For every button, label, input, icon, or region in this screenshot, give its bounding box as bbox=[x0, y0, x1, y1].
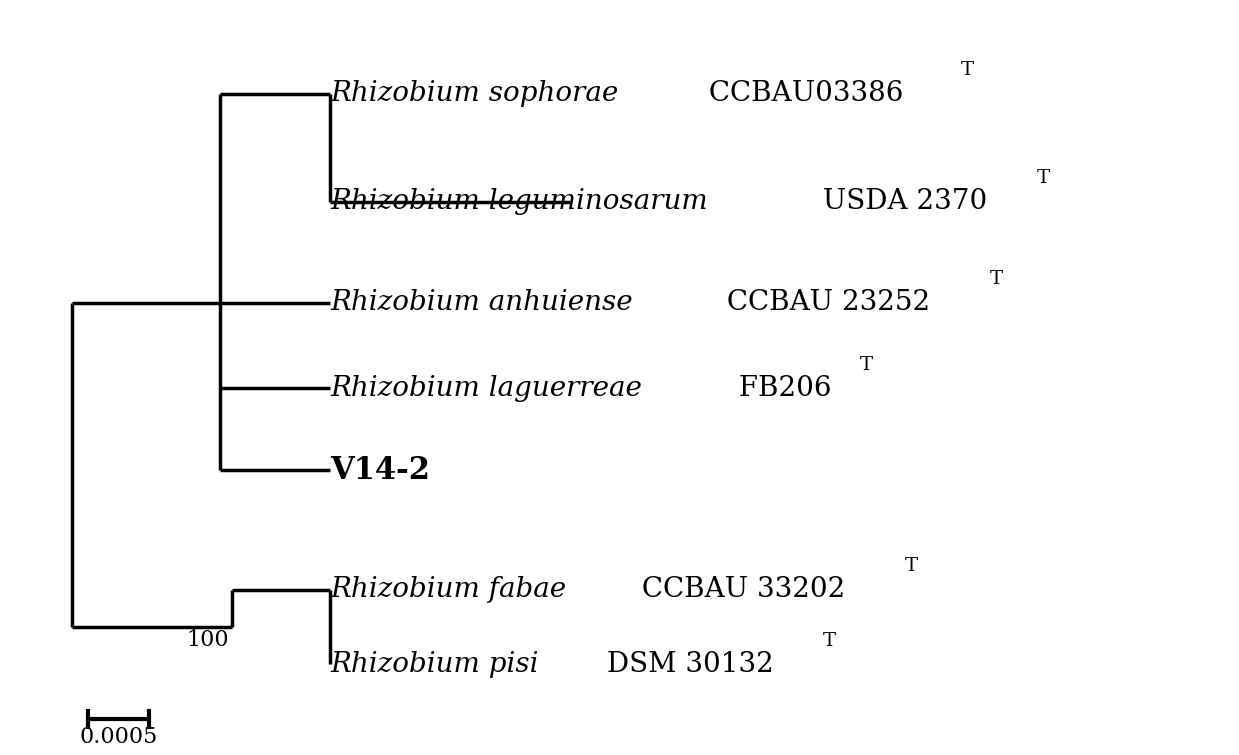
Text: CCBAU 23252: CCBAU 23252 bbox=[719, 289, 930, 316]
Text: CCBAU03386: CCBAU03386 bbox=[700, 80, 903, 107]
Text: DSM 30132: DSM 30132 bbox=[597, 651, 773, 678]
Text: CCBAU 33202: CCBAU 33202 bbox=[633, 576, 845, 603]
Text: T: T bbox=[860, 356, 873, 374]
Text: Rhizobium leguminosarum: Rhizobium leguminosarum bbox=[331, 189, 707, 215]
Text: T: T bbox=[904, 557, 918, 575]
Text: 0.0005: 0.0005 bbox=[79, 726, 157, 748]
Text: Rhizobium fabae: Rhizobium fabae bbox=[331, 576, 566, 603]
Text: Rhizobium anhuiense: Rhizobium anhuiense bbox=[331, 289, 633, 316]
Text: T: T bbox=[990, 270, 1004, 288]
Text: T: T bbox=[960, 61, 974, 79]
Text: 100: 100 bbox=[187, 629, 229, 651]
Text: Rhizobium pisi: Rhizobium pisi bbox=[331, 651, 539, 678]
Text: T: T bbox=[823, 632, 836, 649]
Text: FB206: FB206 bbox=[730, 375, 831, 402]
Text: Rhizobium laguerreae: Rhizobium laguerreae bbox=[331, 375, 642, 402]
Text: T: T bbox=[1037, 169, 1049, 187]
Text: USDA 2370: USDA 2370 bbox=[814, 189, 987, 215]
Text: Rhizobium sophorae: Rhizobium sophorae bbox=[331, 80, 618, 107]
Text: V14-2: V14-2 bbox=[331, 455, 430, 486]
